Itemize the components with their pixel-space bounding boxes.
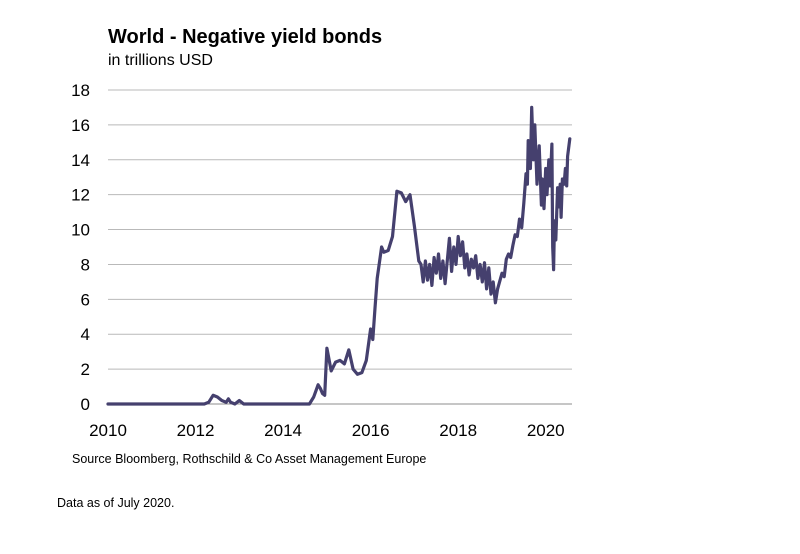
x-tick-label: 2020: [527, 421, 565, 440]
y-tick-label: 8: [81, 255, 90, 274]
y-tick-label: 0: [81, 395, 90, 414]
x-tick-label: 2018: [439, 421, 477, 440]
y-tick-label: 6: [81, 290, 90, 309]
series-layer: [106, 105, 572, 406]
y-tick-label: 4: [81, 325, 90, 344]
x-tick-label: 2016: [352, 421, 390, 440]
y-tick-label: 12: [71, 186, 90, 205]
x-tick-label: 2010: [89, 421, 127, 440]
chart-title: World - Negative yield bonds: [108, 26, 383, 48]
y-tick-label: 16: [71, 116, 90, 135]
chart-subtitle: in trillions USD: [108, 52, 213, 69]
source-note: Source Bloomberg, Rothschild & Co Asset …: [72, 452, 427, 466]
gridlines: [108, 89, 572, 405]
y-tick-label: 10: [71, 221, 90, 240]
x-tick-label: 2014: [264, 421, 302, 440]
y-tick-label: 2: [81, 360, 90, 379]
series-line-0: [106, 105, 572, 406]
footnote: Data as of July 2020.: [57, 496, 175, 510]
y-tick-label: 18: [71, 81, 90, 100]
y-tick-label: 14: [71, 151, 90, 170]
tick-labels: 0 2 4 6 8 10 12 14 16 18 2010 2012 2014 2016 2018 2020: [71, 81, 565, 440]
x-tick-label: 2012: [177, 421, 215, 440]
